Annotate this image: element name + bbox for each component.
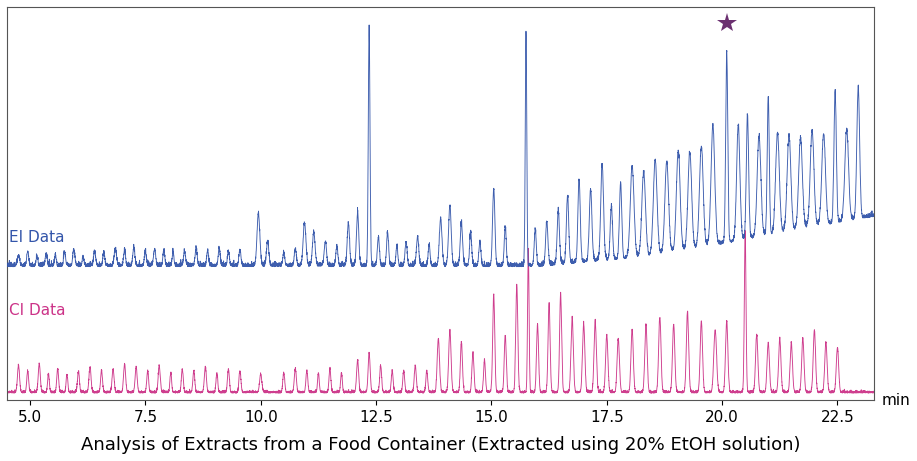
Text: CI Data: CI Data	[9, 302, 66, 318]
X-axis label: Analysis of Extracts from a Food Container (Extracted using 20% EtOH solution): Analysis of Extracts from a Food Contain…	[81, 436, 801, 454]
Text: EI Data: EI Data	[9, 230, 65, 245]
Text: min: min	[881, 393, 910, 408]
